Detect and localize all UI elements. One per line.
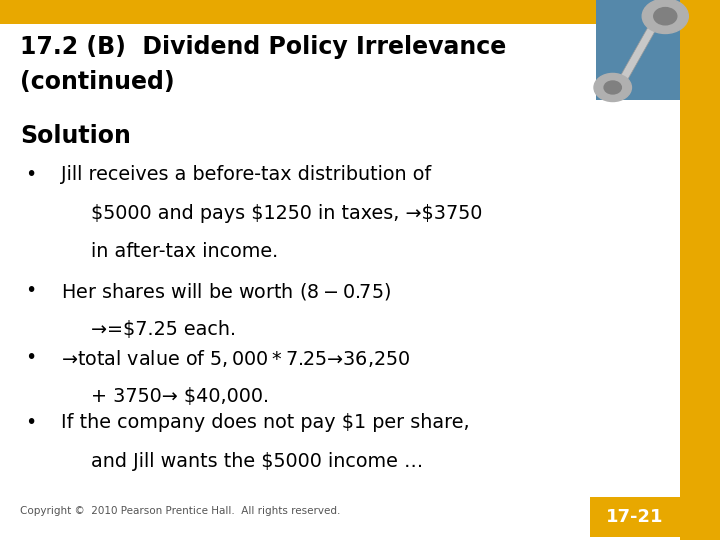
Circle shape <box>642 0 688 33</box>
Text: Solution: Solution <box>20 124 131 148</box>
Text: Copyright ©  2010 Pearson Prentice Hall.  All rights reserved.: Copyright © 2010 Pearson Prentice Hall. … <box>20 507 341 516</box>
Polygon shape <box>608 5 670 97</box>
Circle shape <box>654 8 677 25</box>
Text: •: • <box>25 348 37 367</box>
Text: Her shares will be worth ($8-$0.75): Her shares will be worth ($8-$0.75) <box>61 281 392 302</box>
Text: Jill receives a before-tax distribution of: Jill receives a before-tax distribution … <box>61 165 431 184</box>
Text: •: • <box>25 281 37 300</box>
Bar <box>590 497 680 537</box>
Text: →=$7.25 each.: →=$7.25 each. <box>91 320 237 339</box>
Bar <box>0 0 720 24</box>
Text: →total value of $5,000*7.25 →  $36,250: →total value of $5,000*7.25 → $36,250 <box>61 348 410 369</box>
Bar <box>680 0 720 540</box>
Text: $5000 and pays $1250 in taxes, →$3750: $5000 and pays $1250 in taxes, →$3750 <box>91 204 483 222</box>
Text: (continued): (continued) <box>20 70 175 94</box>
Text: and Jill wants the $5000 income …: and Jill wants the $5000 income … <box>91 452 423 471</box>
Text: in after-tax income.: in after-tax income. <box>91 242 279 261</box>
Text: •: • <box>25 413 37 432</box>
Circle shape <box>594 73 631 102</box>
Circle shape <box>604 81 621 94</box>
Text: + 3750→ $40,000.: + 3750→ $40,000. <box>91 387 269 406</box>
Text: 17-21: 17-21 <box>606 508 664 526</box>
Text: •: • <box>25 165 37 184</box>
Text: 17.2 (B)  Dividend Policy Irrelevance: 17.2 (B) Dividend Policy Irrelevance <box>20 35 506 59</box>
Bar <box>596 0 680 100</box>
Text: If the company does not pay $1 per share,: If the company does not pay $1 per share… <box>61 413 470 432</box>
